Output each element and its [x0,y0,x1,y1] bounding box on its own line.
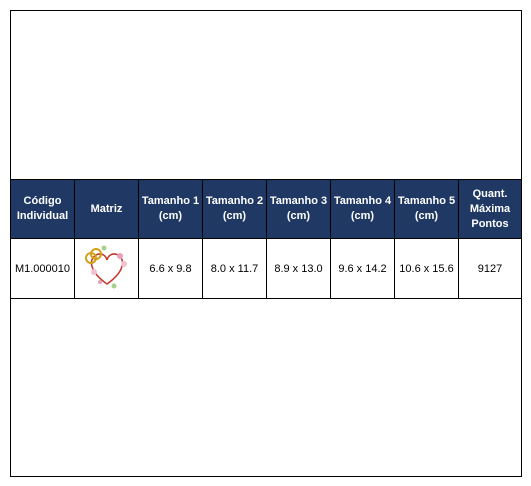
embroidery-image [84,245,127,289]
size-cell: 9.6 x 14.2 [330,238,395,299]
image-cell [74,238,139,299]
size-cell: 6.6 x 9.8 [138,238,203,299]
header-cell: Tamanho 3 (cm) [266,179,331,239]
header-cell: Tamanho 5 (cm) [394,179,459,239]
size-cell: 8.9 x 13.0 [266,238,331,299]
points-cell: 9127 [458,238,522,299]
header-cell: Tamanho 4 (cm) [330,179,395,239]
product-table: Código Individual Matriz Tamanho 1 (cm) … [10,179,522,299]
header-row: Código Individual Matriz Tamanho 1 (cm) … [10,179,522,239]
header-cell: Tamanho 2 (cm) [202,179,267,239]
data-row: M1.000010 6.6 x 9.8 8.0 x 11.7 8.9 x 13.… [10,238,522,299]
size-cell: 8.0 x 11.7 [202,238,267,299]
header-cell: Código Individual [10,179,75,239]
code-cell: M1.000010 [10,238,75,299]
size-cell: 10.6 x 15.6 [394,238,459,299]
header-cell: Tamanho 1 (cm) [138,179,203,239]
header-cell: Quant. Máxima Pontos [458,179,522,239]
header-cell: Matriz [74,179,139,239]
